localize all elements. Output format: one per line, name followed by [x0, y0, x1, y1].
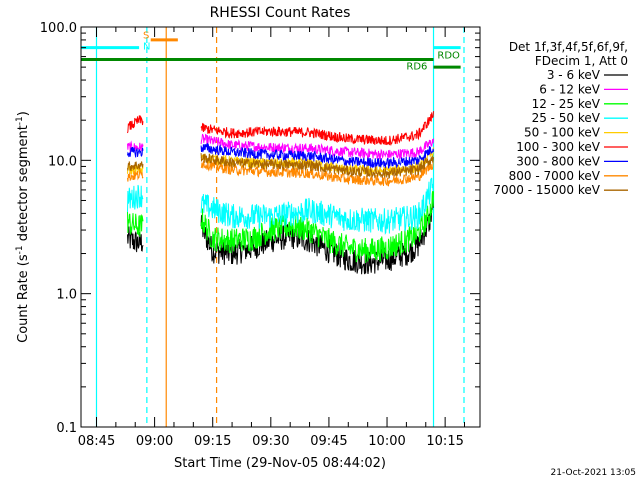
flag-bars: SN RDO RD6 — [81, 30, 461, 73]
x-tick-label: 09:15 — [194, 434, 231, 449]
series-line-100-300keV — [200, 111, 434, 146]
x-tick-label: 09:30 — [252, 434, 289, 449]
plot-frame — [80, 26, 481, 428]
flag-label: N — [143, 41, 150, 52]
flag-label: S — [143, 30, 149, 41]
series-line-12-25keV — [200, 191, 434, 264]
y-axis-label: Count Rate (s-1 detector segment-1) — [15, 111, 31, 343]
flag-label: RDO — [437, 51, 460, 62]
legend-entry-label: 6 - 12 keV — [539, 82, 601, 96]
series-line-300-800keV — [127, 147, 144, 158]
series-line-800-7000keV — [127, 169, 144, 182]
y-tick-label: 100.0 — [40, 21, 77, 36]
y-axis-ticks: 0.1 1.0 10.0 100.0 — [40, 21, 480, 436]
y-axis-label-part3: ) — [16, 111, 31, 116]
series-line-3-6keV — [200, 195, 434, 275]
series-line-25-50keV — [127, 184, 144, 213]
series-lines — [127, 111, 434, 275]
y-tick-label: 1.0 — [56, 288, 77, 303]
series-line-25-50keV — [200, 177, 434, 236]
x-tick-label: 09:00 — [136, 434, 173, 449]
legend-header-2: FDecim 1, Att 0 — [535, 54, 628, 68]
series-line-7000-15000keV — [200, 153, 434, 180]
x-tick-label: 08:45 — [78, 434, 115, 449]
legend-entry-label: 800 - 7000 keV — [509, 169, 601, 183]
chart-title: RHESSI Count Rates — [210, 5, 351, 21]
series-line-6-12keV — [200, 133, 434, 160]
legend-entry-label: 100 - 300 keV — [516, 140, 600, 154]
y-tick-label: 10.0 — [48, 154, 77, 169]
y-axis-label-sup1: -1 — [15, 245, 25, 254]
legend: Det 1f,3f,4f,5f,6f,9f, FDecim 1, Att 0 3… — [493, 40, 628, 197]
legend-header-1: Det 1f,3f,4f,5f,6f,9f, — [509, 40, 628, 54]
vertical-markers — [95, 27, 465, 427]
series-line-6-12keV — [127, 140, 144, 153]
x-tick-label: 10:00 — [368, 434, 405, 449]
legend-entry-label: 50 - 100 keV — [524, 126, 601, 140]
y-axis-label-sup2: -1 — [15, 116, 25, 125]
x-tick-label: 09:45 — [310, 434, 347, 449]
x-axis-label: Start Time (29-Nov-05 08:44:02) — [174, 456, 386, 471]
series-line-7000-15000keV — [127, 161, 144, 171]
generation-timestamp: 21-Oct-2021 13:05 — [551, 468, 636, 478]
flag-label: RD6 — [406, 62, 427, 73]
legend-entry-label: 7000 - 15000 keV — [493, 183, 600, 197]
series-line-300-800keV — [200, 142, 434, 169]
series-line-12-25keV — [127, 211, 144, 238]
series-line-3-6keV — [127, 226, 144, 253]
plot-area: SN RDO RD6 — [81, 27, 465, 427]
y-axis-label-part2: detector segment — [16, 125, 31, 245]
x-axis-ticks: 08:45 09:00 09:15 09:30 09:45 10:00 10:15 — [78, 27, 466, 449]
y-axis-label-part1: Count Rate (s — [16, 254, 31, 343]
legend-entry-label: 12 - 25 keV — [532, 97, 601, 111]
series-line-800-7000keV — [200, 159, 434, 187]
y-tick-label: 0.1 — [56, 421, 77, 436]
legend-entry-label: 300 - 800 keV — [516, 154, 600, 168]
legend-entry-label: 25 - 50 keV — [532, 111, 601, 125]
x-tick-label: 10:15 — [426, 434, 463, 449]
series-line-100-300keV — [127, 115, 144, 134]
legend-entry-label: 3 - 6 keV — [547, 68, 601, 82]
